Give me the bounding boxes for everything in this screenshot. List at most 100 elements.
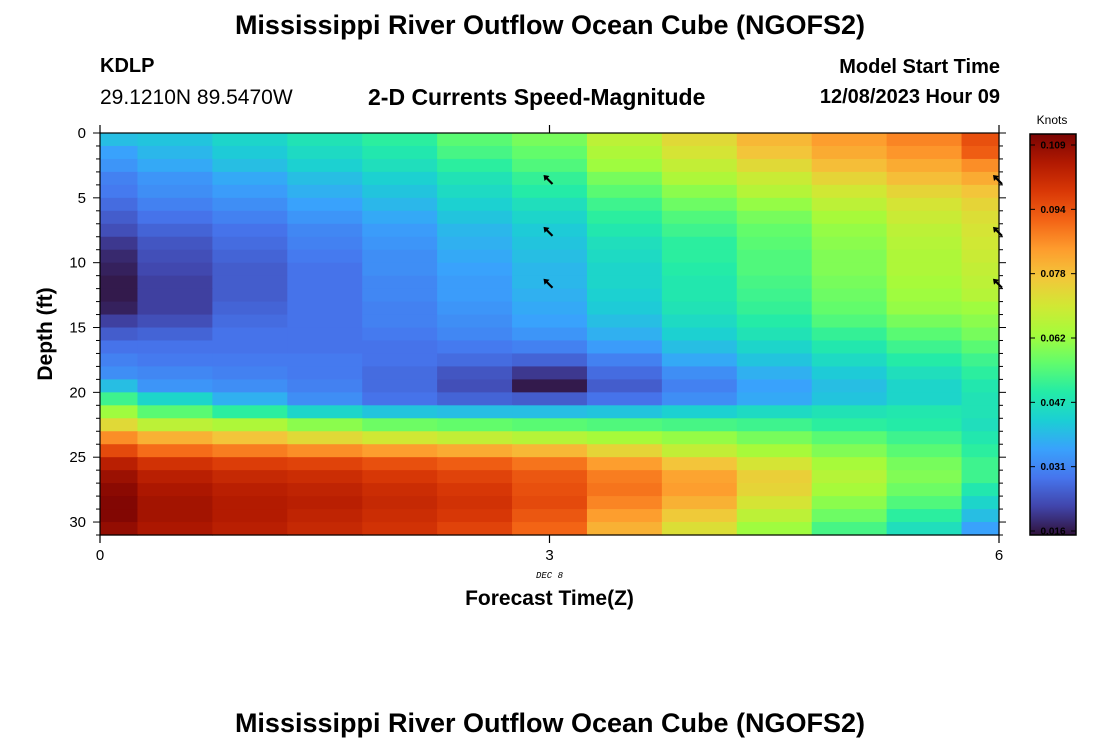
heatmap-cell: [586, 133, 663, 147]
heatmap-cell: [661, 210, 738, 225]
heatmap-cell: [811, 133, 888, 147]
heatmap-cell: [586, 379, 663, 393]
heatmap-cell: [137, 275, 213, 290]
heatmap-cell: [100, 197, 139, 212]
heatmap-cell: [886, 470, 963, 484]
heatmap-cell: [437, 275, 513, 290]
heatmap-cell: [362, 457, 438, 471]
y-tick-label: 0: [78, 125, 86, 142]
heatmap-cell: [811, 483, 888, 497]
heatmap-cell: [287, 314, 363, 329]
heatmap-cell: [886, 145, 963, 160]
heatmap-cell: [586, 158, 663, 173]
heatmap-cell: [100, 288, 139, 303]
heatmap-cell: [736, 223, 813, 238]
heatmap-cell: [586, 340, 663, 355]
heatmap-cell: [736, 197, 813, 212]
heatmap-cell: [512, 301, 588, 316]
heatmap-cell: [811, 457, 888, 471]
heatmap-cell: [437, 366, 513, 380]
heatmap-cell: [886, 288, 963, 303]
heatmap-cell: [736, 392, 813, 406]
heatmap-cell: [961, 262, 1000, 277]
heatmap-cell: [100, 353, 139, 368]
station-id: KDLP: [100, 55, 155, 77]
heatmap-cell: [512, 210, 588, 225]
heatmap-cell: [586, 210, 663, 225]
heatmap-cell: [137, 184, 213, 199]
heatmap-cell: [212, 457, 288, 471]
heatmap-cell: [961, 184, 1000, 199]
heatmap-cell: [137, 236, 213, 251]
heatmap-cell: [512, 145, 588, 160]
heatmap-cell: [287, 405, 363, 419]
heatmap-cell: [362, 223, 438, 238]
heatmap-cell: [736, 288, 813, 303]
heatmap-cell: [100, 158, 139, 173]
heatmap-cell: [961, 379, 1000, 393]
heatmap-cell: [100, 327, 139, 342]
axis-ticks: [93, 125, 1006, 543]
heatmap-cell: [212, 379, 288, 393]
heatmap-cell: [811, 145, 888, 160]
heatmap-cell: [287, 366, 363, 380]
y-tick-label: 20: [69, 384, 86, 401]
heatmap-cell: [586, 145, 663, 160]
heatmap-cell: [362, 509, 438, 523]
heatmap-cell: [736, 327, 813, 342]
heatmap-cell: [886, 184, 963, 199]
heatmap-cell: [661, 340, 738, 355]
y-tick-label: 30: [69, 514, 86, 531]
heatmap-cell: [961, 314, 1000, 329]
colorbar-tick-label: 0.016: [1040, 527, 1065, 538]
heatmap-cell: [100, 431, 139, 445]
heatmap-cell: [100, 483, 139, 497]
heatmap-cell: [100, 171, 139, 186]
heatmap-cell: [137, 314, 213, 329]
heatmap-cell: [736, 210, 813, 225]
heatmap-cell: [512, 275, 588, 290]
heatmap-cell: [586, 327, 663, 342]
heatmap-cell: [661, 444, 738, 458]
heatmap-cell: [362, 405, 438, 419]
heatmap-cell: [362, 327, 438, 342]
heatmap-cell: [100, 418, 139, 432]
heatmap-cell: [961, 366, 1000, 380]
heatmap-cell: [961, 249, 1000, 264]
heatmap-cell: [512, 366, 588, 380]
x-tick-label: 6: [995, 547, 1003, 564]
heatmap-cell: [736, 366, 813, 380]
page-title: Mississippi River Outflow Ocean Cube (NG…: [234, 10, 866, 40]
heatmap-cell: [661, 275, 738, 290]
heatmap-cell: [137, 522, 213, 536]
heatmap-cell: [100, 210, 139, 225]
heatmap-cell: [886, 483, 963, 497]
y-axis-label: Depth (ft): [34, 287, 57, 380]
heatmap-cell: [811, 366, 888, 380]
heatmap-cell: [661, 184, 738, 199]
heatmap-cell: [437, 444, 513, 458]
heatmap-cell: [512, 197, 588, 212]
heatmap-cell: [512, 522, 588, 536]
current-vector-arrow: [543, 174, 554, 185]
heatmap-cell: [961, 145, 1000, 160]
heatmap-cell: [137, 197, 213, 212]
heatmap-cell: [586, 301, 663, 316]
heatmap-cell: [437, 171, 513, 186]
heatmap-cell: [661, 496, 738, 510]
heatmap-cell: [287, 275, 363, 290]
heatmap-cell: [512, 444, 588, 458]
heatmap-cell: [811, 314, 888, 329]
heatmap-cell: [661, 171, 738, 186]
heatmap-cell: [512, 457, 588, 471]
colorbar-ticks: 0.109 0.094 0.078 0.062 0.047 0.031 0.016: [1030, 141, 1076, 538]
heatmap-cell: [586, 392, 663, 406]
y-tick-label: 25: [69, 449, 86, 466]
heatmap-cell: [961, 223, 1000, 238]
heatmap-cell: [137, 470, 213, 484]
heatmap-cell: [137, 171, 213, 186]
heatmap-cell: [736, 353, 813, 368]
heatmap-cell: [586, 171, 663, 186]
heatmap-cell: [586, 418, 663, 432]
